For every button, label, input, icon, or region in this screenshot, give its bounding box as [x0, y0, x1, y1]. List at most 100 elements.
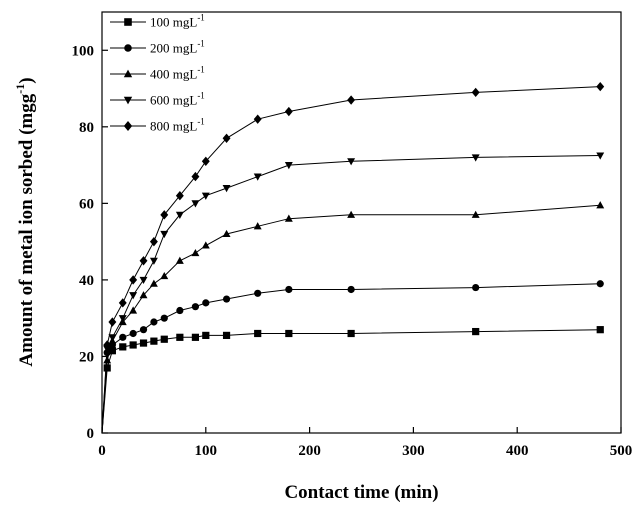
data-point: [175, 256, 184, 264]
y-axis-label-main: Amount of metal ion sorbed (mgg: [16, 93, 37, 366]
data-point: [202, 331, 210, 340]
legend-marker: [123, 121, 133, 131]
data-point: [253, 222, 262, 230]
data-point: [129, 329, 137, 338]
data-point: [285, 285, 293, 294]
legend-entry: 600 mgL-1: [110, 91, 205, 108]
legend-entry: 200 mgL-1: [110, 39, 205, 56]
series-line: [101, 329, 601, 434]
data-point: [119, 333, 127, 341]
data-point: [472, 283, 480, 292]
legend-marker: [123, 69, 133, 78]
legend-marker: [124, 18, 132, 26]
data-point: [129, 341, 137, 349]
data-point: [285, 329, 293, 338]
data-point: [108, 347, 116, 355]
legend-entry: 100 mgL-1: [110, 13, 205, 30]
data-point: [191, 200, 200, 208]
series-layer: [101, 81, 605, 434]
data-point: [118, 298, 127, 308]
data-point: [160, 210, 169, 220]
data-point: [596, 326, 604, 334]
data-point: [472, 327, 480, 336]
data-point: [139, 326, 148, 334]
data-point: [175, 211, 184, 219]
data-point: [222, 295, 231, 303]
legend-marker: [123, 96, 133, 105]
data-point: [222, 229, 231, 238]
data-point: [596, 201, 605, 209]
data-point: [253, 173, 262, 181]
y-axis-label: Amount of metal ion sorbed (mgg-1): [13, 77, 37, 366]
data-point: [160, 335, 168, 343]
data-point: [222, 331, 231, 340]
y-tick-label: 0: [87, 426, 95, 442]
data-point: [149, 257, 158, 265]
legend-marker: [124, 44, 132, 52]
data-point: [139, 256, 148, 266]
series-line: [101, 86, 601, 434]
data-point: [129, 306, 138, 314]
data-point: [596, 152, 605, 160]
data-point: [222, 184, 231, 193]
data-point: [139, 276, 148, 285]
data-point: [191, 303, 200, 311]
x-axis-label: Contact time (min): [284, 482, 438, 503]
series-1: [101, 326, 604, 434]
data-point: [191, 171, 200, 182]
data-point: [176, 333, 184, 341]
series-4: [101, 152, 605, 434]
data-point: [284, 162, 293, 170]
data-point: [175, 191, 184, 201]
data-point: [471, 87, 480, 98]
series-2: [101, 280, 604, 434]
legend-label: 200 mgL-1: [150, 39, 205, 56]
x-tick-label: 0: [98, 443, 106, 459]
data-point: [103, 356, 112, 364]
y-tick-label: 80: [79, 120, 94, 136]
data-point: [160, 271, 169, 280]
data-point: [347, 329, 355, 338]
legend-label: 400 mgL-1: [150, 65, 205, 82]
data-point: [596, 81, 605, 92]
data-point: [284, 106, 293, 117]
x-tick-label: 400: [506, 443, 529, 459]
data-point: [160, 230, 169, 239]
data-point: [149, 279, 158, 287]
y-tick-label: 40: [79, 273, 94, 289]
data-point: [471, 154, 480, 162]
data-point: [139, 339, 148, 347]
series-line: [101, 155, 601, 434]
plot-frame: [101, 11, 622, 434]
data-point: [129, 292, 138, 300]
x-tick-label: 500: [610, 443, 633, 459]
data-point: [222, 133, 231, 143]
data-point: [347, 95, 356, 105]
data-point: [201, 241, 210, 249]
legend-entry: 800 mgL-1: [110, 117, 205, 134]
x-tick-label: 300: [402, 443, 425, 459]
data-point: [253, 114, 262, 124]
data-point: [471, 210, 480, 218]
series-3: [101, 201, 605, 434]
data-point: [201, 156, 210, 166]
data-point: [201, 192, 210, 200]
series-5: [101, 81, 605, 434]
legend: 100 mgL-1 200 mgL-1 400 mgL-1 600 mgL-1 800 …: [110, 13, 205, 134]
legend-entry: 400 mgL-1: [110, 65, 205, 82]
data-point: [119, 343, 127, 351]
data-point: [284, 214, 293, 222]
data-point: [150, 318, 158, 326]
data-point: [254, 329, 262, 338]
y-tick-label: 100: [72, 43, 95, 59]
data-point: [149, 236, 158, 247]
data-point: [160, 314, 168, 322]
data-point: [347, 158, 356, 166]
legend-label: 800 mgL-1: [150, 117, 205, 134]
data-point: [176, 306, 184, 315]
data-point: [202, 299, 210, 307]
series-line: [101, 204, 601, 434]
data-point: [191, 248, 200, 257]
legend-label: 100 mgL-1: [150, 13, 205, 30]
